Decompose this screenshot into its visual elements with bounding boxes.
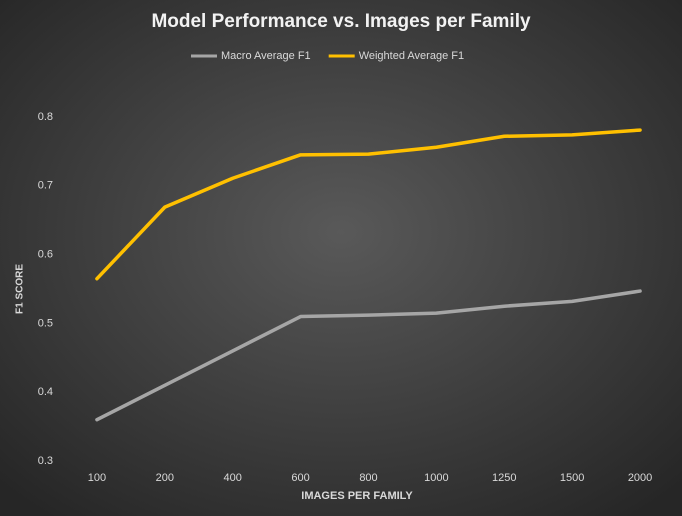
chart-title: Model Performance vs. Images per Family [151, 11, 531, 32]
y-tick-label: 0.6 [38, 249, 53, 261]
x-tick-label: 200 [156, 472, 174, 484]
y-tick-label: 0.4 [38, 386, 53, 398]
y-tick-label: 0.7 [38, 180, 53, 192]
y-axis-label: F1 SCORE [15, 264, 26, 314]
legend-label: Weighted Average F1 [359, 50, 464, 62]
y-tick-label: 0.3 [38, 455, 53, 467]
x-tick-label: 1250 [492, 472, 516, 484]
x-tick-label: 1500 [560, 472, 584, 484]
x-tick-label: 1000 [424, 472, 448, 484]
y-tick-label: 0.5 [38, 317, 53, 329]
x-tick-label: 2000 [628, 472, 652, 484]
data-line [95, 128, 642, 281]
x-tick-label: 400 [224, 472, 242, 484]
x-axis-label: IMAGES PER FAMILY [301, 490, 413, 502]
legend-label: Macro Average F1 [221, 50, 311, 62]
x-tick-label: 600 [291, 472, 309, 484]
y-tick-label: 0.8 [38, 111, 53, 123]
x-tick-label: 100 [88, 472, 106, 484]
data-line [95, 289, 642, 422]
x-tick-label: 800 [359, 472, 377, 484]
